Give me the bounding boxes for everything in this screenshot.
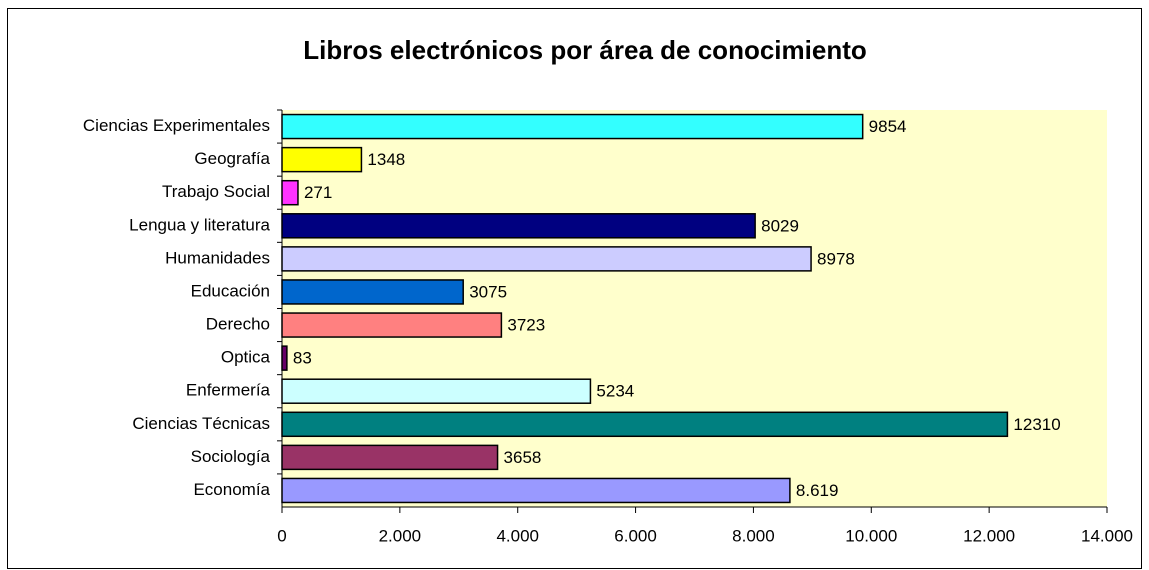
data-label: 8029 xyxy=(761,216,799,235)
bar xyxy=(281,312,503,338)
y-tick-label: Humanidades xyxy=(165,248,270,267)
bar xyxy=(281,411,1009,438)
x-tick-label: 2.000 xyxy=(379,526,422,545)
data-label: 12310 xyxy=(1013,415,1060,434)
data-label: 83 xyxy=(293,349,312,368)
data-label: 3075 xyxy=(469,282,507,301)
bar xyxy=(281,477,791,504)
x-tick-label: 12.000 xyxy=(963,526,1015,545)
plot-area xyxy=(282,110,1107,507)
y-tick-label: Enfermería xyxy=(186,381,271,400)
data-label: 9854 xyxy=(869,117,907,136)
chart-title: Libros electrónicos por área de conocimi… xyxy=(303,35,866,65)
y-tick-label: Economía xyxy=(193,480,270,499)
y-tick-label: Geografía xyxy=(194,149,270,168)
data-label: 1348 xyxy=(367,150,405,169)
x-tick-label: 6.000 xyxy=(614,526,657,545)
x-tick-label: 10.000 xyxy=(845,526,897,545)
y-tick-label: Trabajo Social xyxy=(162,182,270,201)
y-tick-label: Sociología xyxy=(191,447,271,466)
x-tick-label: 14.000 xyxy=(1081,526,1133,545)
bar xyxy=(281,246,812,272)
bar xyxy=(281,444,499,471)
data-label: 3658 xyxy=(504,448,542,467)
bar xyxy=(281,345,288,371)
bar xyxy=(281,279,464,305)
data-label: 8.619 xyxy=(796,481,839,500)
x-tick-label: 0 xyxy=(277,526,286,545)
y-tick-label: Optica xyxy=(221,348,271,367)
x-tick-label: 4.000 xyxy=(496,526,539,545)
y-tick-label: Ciencias Experimentales xyxy=(83,116,270,135)
bar xyxy=(281,213,756,239)
y-tick-label: Lengua y literatura xyxy=(129,215,270,234)
data-label: 3723 xyxy=(507,316,545,335)
bar xyxy=(281,378,592,404)
bar xyxy=(281,146,363,173)
data-label: 5234 xyxy=(596,382,634,401)
bar xyxy=(281,113,864,140)
data-label: 8978 xyxy=(817,249,855,268)
data-label: 271 xyxy=(304,183,332,202)
y-tick-label: Ciencias Técnicas xyxy=(132,414,270,433)
y-tick-label: Educación xyxy=(191,281,270,300)
y-tick-label: Derecho xyxy=(206,315,270,334)
x-tick-label: 8.000 xyxy=(732,526,775,545)
bar xyxy=(281,179,299,206)
